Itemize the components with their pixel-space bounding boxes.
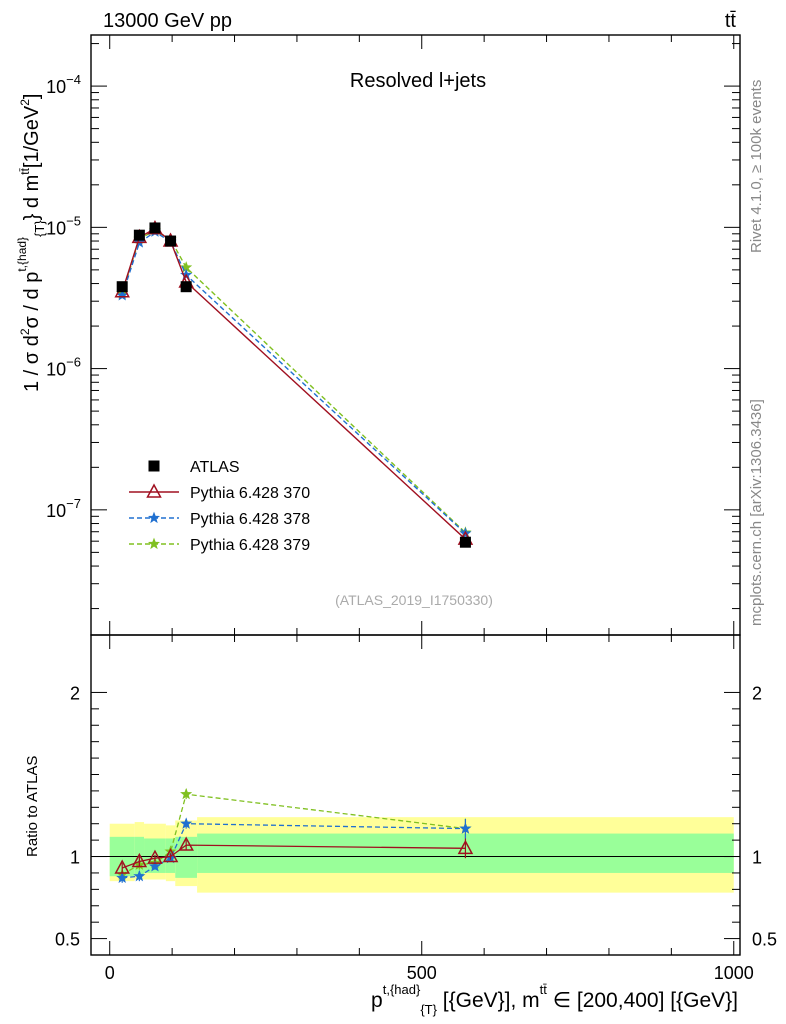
y-tick-base: 10 bbox=[46, 360, 66, 380]
ratio-point bbox=[459, 822, 472, 834]
x-tick-label: 1000 bbox=[714, 963, 754, 983]
process-label: tt̄ bbox=[725, 10, 737, 32]
ylabel-sub: {T} bbox=[32, 220, 47, 237]
legend-label: Pythia 6.428 378 bbox=[190, 511, 310, 528]
ratio-y-tick-label-right: 2 bbox=[752, 683, 762, 703]
y-tick-label: 10−7 bbox=[46, 496, 81, 521]
y-tick-base: 10 bbox=[46, 218, 66, 238]
ratio-y-tick-label-right: 1 bbox=[752, 848, 762, 868]
main-plot-frame bbox=[90, 34, 741, 636]
main-series-layer bbox=[114, 220, 474, 548]
xlabel-part: p bbox=[371, 989, 383, 1012]
series-line bbox=[121, 227, 466, 540]
ratio-series-layer bbox=[114, 787, 474, 883]
data-point bbox=[180, 281, 192, 293]
ratio-line bbox=[121, 844, 466, 869]
xlabel-part: ∈ [200,400] [{GeV}] bbox=[547, 989, 738, 1012]
data-point bbox=[165, 235, 177, 247]
x-tick-label: 0 bbox=[105, 963, 115, 983]
y-tick-label: 10−4 bbox=[46, 72, 81, 97]
ylabel-part: 1 / σ d bbox=[21, 335, 43, 392]
xlabel-sup: tt̄ bbox=[540, 982, 548, 997]
y-tick-exponent: −7 bbox=[66, 496, 81, 511]
ylabel-sup: tt̄ bbox=[18, 167, 32, 174]
plot-title: Resolved l+jets bbox=[350, 70, 486, 92]
ylabel-sup: t,{had} bbox=[15, 237, 29, 272]
ratio-point bbox=[133, 869, 146, 882]
legend-marker bbox=[147, 537, 161, 550]
ratio-point bbox=[131, 852, 148, 868]
x-tick-label: 500 bbox=[407, 963, 437, 983]
y-tick-exponent: −6 bbox=[66, 355, 81, 370]
y-tick-label: 10−5 bbox=[46, 213, 81, 238]
main-y-axis-label: 1 / σ d2σ / d pt,{had}{T}} d mtt̄[1/GeV2… bbox=[15, 94, 47, 392]
ratio-plot-frame bbox=[90, 634, 741, 956]
ratio-point bbox=[162, 847, 179, 863]
source-label: mcplots.cern.ch [arXiv:1306.3436] bbox=[748, 399, 765, 626]
ratio-y-tick-label: 0.5 bbox=[55, 930, 80, 950]
ratio-point bbox=[116, 871, 129, 883]
ratio-point bbox=[114, 859, 130, 874]
ratio-line bbox=[122, 823, 466, 879]
xlabel-sup: t,{had} bbox=[383, 982, 421, 997]
ratio-point bbox=[178, 836, 194, 851]
ratio-y-tick-label: 2 bbox=[70, 683, 80, 703]
energy-label: 13000 GeV pp bbox=[103, 10, 232, 32]
y-tick-exponent: −4 bbox=[66, 72, 81, 87]
xlabel-sub: {T} bbox=[420, 1002, 437, 1017]
legend-marker bbox=[146, 483, 162, 498]
legend-label: ATLAS bbox=[190, 459, 240, 476]
series-line bbox=[121, 230, 466, 535]
ylabel-sup: 2 bbox=[18, 99, 32, 106]
data-point bbox=[459, 536, 471, 548]
y-tick-base: 10 bbox=[46, 501, 66, 521]
reference-label: (ATLAS_2019_I1750330) bbox=[335, 592, 493, 608]
ylabel-part: ] bbox=[21, 94, 43, 100]
legend-label: Pythia 6.428 379 bbox=[190, 537, 310, 554]
ratio-point bbox=[147, 849, 163, 864]
legend-marker bbox=[147, 511, 161, 524]
legend: ATLAS Pythia 6.428 370 Pythia 6.428 378 Pyt… bbox=[129, 459, 310, 554]
ratio-band-layer bbox=[109, 817, 734, 893]
ylabel-part: σ / d p bbox=[21, 272, 43, 329]
legend-marker bbox=[148, 460, 160, 472]
ratio-point bbox=[148, 860, 162, 872]
ratio-point bbox=[457, 839, 474, 855]
legend-label: Pythia 6.428 370 bbox=[190, 485, 310, 502]
rivet-version-label: Rivet 4.1.0, ≥ 100k events bbox=[748, 80, 765, 253]
ratio-point bbox=[180, 787, 193, 800]
y-tick-base: 10 bbox=[46, 77, 66, 97]
ylabel-part: [1/GeV bbox=[21, 105, 43, 168]
y-tick-exponent: −5 bbox=[66, 213, 81, 228]
ratio-y-axis-label: Ratio to ATLAS bbox=[24, 756, 41, 857]
data-point bbox=[133, 229, 145, 241]
xlabel-part: [{GeV}], m bbox=[437, 989, 540, 1012]
ratio-y-tick-label-right: 0.5 bbox=[752, 930, 777, 950]
y-tick-label: 10−6 bbox=[46, 355, 81, 380]
ratio-point bbox=[180, 817, 193, 829]
x-axis-label: pt,{had} {T} [{GeV}], mtt̄ ∈ [200,400] [{… bbox=[371, 982, 738, 1017]
data-point bbox=[149, 222, 161, 234]
data-point bbox=[116, 289, 129, 301]
ylabel-part: } d m bbox=[21, 175, 43, 221]
ylabel-sup: 2 bbox=[18, 328, 32, 335]
ratio-y-tick-label: 1 bbox=[70, 848, 80, 868]
data-point bbox=[116, 281, 128, 293]
